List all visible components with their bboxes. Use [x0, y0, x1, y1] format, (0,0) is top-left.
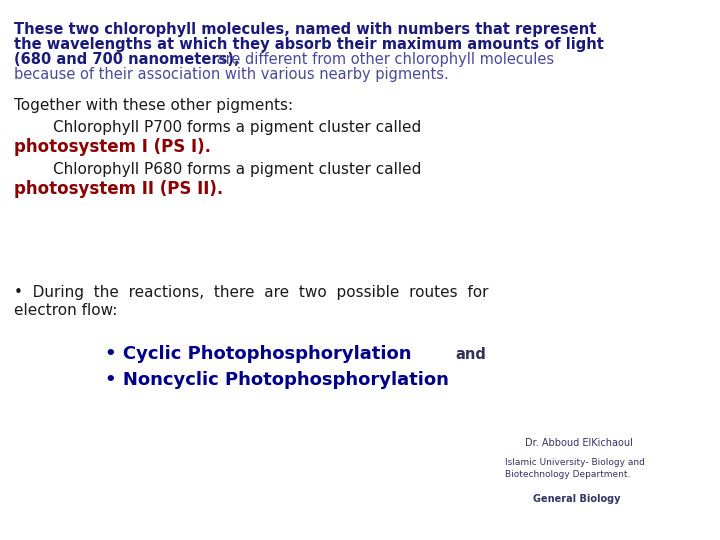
Text: Islamic University- Biology and
Biotechnology Department.: Islamic University- Biology and Biotechn… — [505, 458, 645, 479]
Text: General Biology: General Biology — [533, 494, 621, 504]
Text: • Noncyclic Photophosphorylation: • Noncyclic Photophosphorylation — [105, 371, 449, 389]
Text: are different from other chlorophyll molecules: are different from other chlorophyll mol… — [212, 52, 554, 67]
Text: • Cyclic Photophosphorylation: • Cyclic Photophosphorylation — [105, 345, 412, 363]
Text: •  During  the  reactions,  there  are  two  possible  routes  for: • During the reactions, there are two po… — [14, 285, 488, 300]
Text: These two chlorophyll molecules, named with numbers that represent: These two chlorophyll molecules, named w… — [14, 22, 596, 37]
Text: and: and — [455, 347, 486, 362]
Text: Chlorophyll P700 forms a pigment cluster called: Chlorophyll P700 forms a pigment cluster… — [14, 120, 421, 135]
Text: electron flow:: electron flow: — [14, 303, 117, 318]
Text: photosystem II (PS II).: photosystem II (PS II). — [14, 180, 223, 198]
Text: the wavelengths at which they absorb their maximum amounts of light: the wavelengths at which they absorb the… — [14, 37, 604, 52]
Text: Chlorophyll P680 forms a pigment cluster called: Chlorophyll P680 forms a pigment cluster… — [14, 162, 421, 177]
Text: because of their association with various nearby pigments.: because of their association with variou… — [14, 67, 449, 82]
Text: photosystem I (PS I).: photosystem I (PS I). — [14, 138, 211, 156]
Text: (680 and 700 nanometers),: (680 and 700 nanometers), — [14, 52, 240, 67]
Text: Dr. Abboud ElKichaoul: Dr. Abboud ElKichaoul — [525, 438, 633, 448]
Text: Together with these other pigments:: Together with these other pigments: — [14, 98, 293, 113]
